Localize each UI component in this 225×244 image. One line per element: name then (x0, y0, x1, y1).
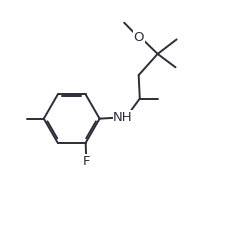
Text: NH: NH (113, 111, 132, 124)
Text: O: O (133, 31, 143, 44)
Text: F: F (82, 155, 90, 168)
